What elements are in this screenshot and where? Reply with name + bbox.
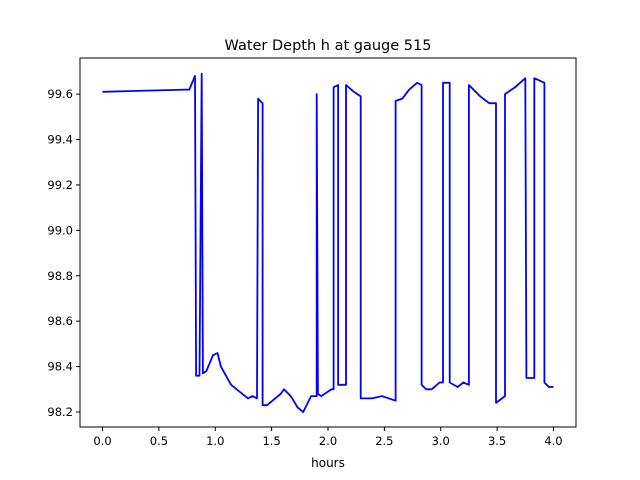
y-tick-label: 99.0 (47, 223, 73, 237)
y-tick-label: 98.2 (47, 405, 73, 419)
y-tick-label: 99.2 (47, 178, 73, 192)
x-tick-label: 1.5 (262, 434, 280, 448)
axes-frame (79, 57, 577, 428)
y-tick-label: 98.6 (47, 314, 73, 328)
y-tick-label: 98.8 (47, 269, 73, 283)
x-tick-label: 3.0 (432, 434, 450, 448)
x-axis-label: hours (311, 456, 345, 470)
y-tick-label: 99.4 (47, 133, 73, 147)
y-tick-label: 99.6 (47, 87, 73, 101)
y-tick-label: 98.4 (47, 360, 73, 374)
x-tick-label: 1.0 (206, 434, 224, 448)
x-tick-label: 2.5 (375, 434, 393, 448)
x-tick-label: 3.5 (488, 434, 506, 448)
x-axis: 0.0 0.5 1.0 1.5 2.0 2.5 3.0 3.5 4.0 (93, 427, 563, 448)
chart-title: Water Depth h at gauge 515 (225, 38, 432, 54)
x-tick-label: 4.0 (544, 434, 562, 448)
x-tick-label: 0.0 (93, 434, 111, 448)
x-tick-label: 0.5 (150, 434, 168, 448)
y-axis: 98.2 98.4 98.6 98.8 99.0 99.2 99.4 99.6 (47, 87, 80, 419)
x-tick-label: 2.0 (319, 434, 337, 448)
series-line-h (102, 72, 554, 413)
